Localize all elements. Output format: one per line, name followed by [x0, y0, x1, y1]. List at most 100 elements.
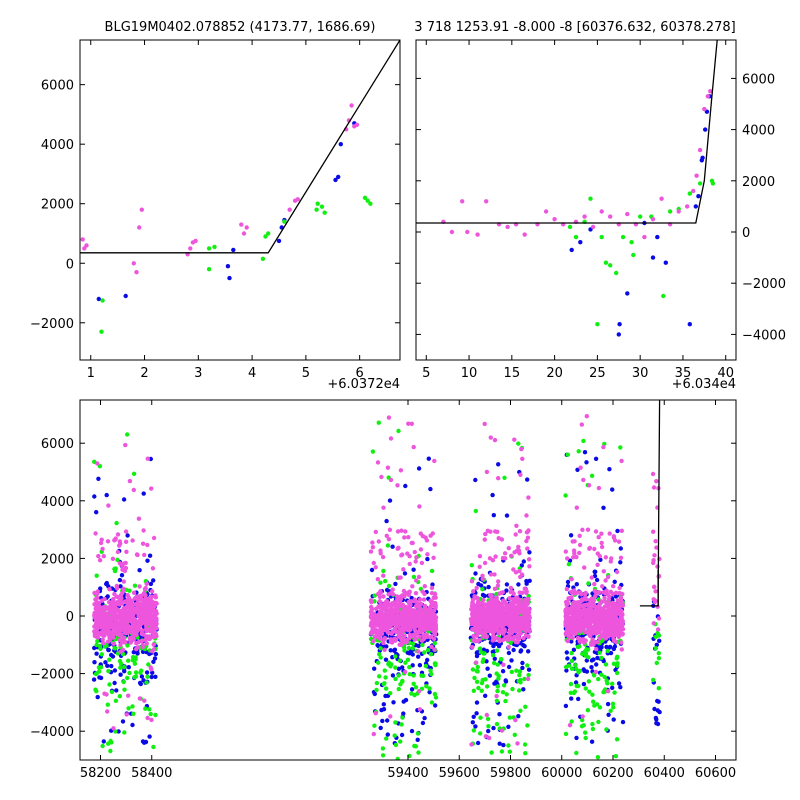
data-point-green	[687, 191, 692, 196]
data-point-green	[393, 665, 398, 670]
data-point-green	[581, 723, 586, 728]
data-point-pink	[153, 619, 159, 625]
data-point-pink	[659, 196, 664, 201]
data-point-green	[380, 746, 386, 751]
data-point-blue	[105, 663, 110, 668]
data-point-pink	[406, 624, 411, 629]
data-point-pink	[403, 604, 408, 610]
data-point-pink	[519, 446, 524, 452]
data-point-pink	[96, 610, 101, 615]
data-point-green	[412, 692, 417, 698]
data-point-pink	[97, 606, 102, 611]
data-point-blue	[385, 718, 390, 723]
data-point-green	[145, 674, 150, 679]
data-point-blue	[564, 668, 569, 673]
data-point-blue	[396, 666, 402, 671]
data-point-blue	[486, 584, 491, 590]
data-point-blue	[390, 673, 396, 678]
data-point-pink	[137, 696, 142, 701]
data-point-pink	[131, 261, 136, 266]
data-point-pink	[613, 590, 619, 595]
data-point-blue	[94, 510, 99, 515]
data-point-pink	[129, 624, 134, 630]
data-point-green	[125, 432, 130, 437]
data-point-pink	[134, 594, 140, 599]
data-point-blue	[430, 582, 435, 587]
data-point-pink	[499, 611, 504, 616]
data-point-pink	[616, 539, 622, 544]
data-point-green	[597, 705, 603, 710]
data-point-blue	[611, 646, 616, 652]
data-point-pink	[590, 224, 596, 230]
data-point-green	[386, 583, 392, 589]
data-point-green	[372, 593, 377, 598]
data-point-blue	[92, 494, 97, 499]
data-point-pink	[585, 621, 590, 626]
data-point-pink	[144, 641, 149, 646]
data-point-pink	[605, 623, 610, 628]
data-point-green	[569, 650, 574, 656]
data-point-pink	[595, 612, 600, 617]
data-point-pink	[619, 611, 625, 616]
data-point-pink	[414, 555, 419, 560]
y-tick-label: 2000	[41, 552, 74, 567]
data-point-blue	[383, 657, 389, 662]
data-point-pink	[124, 712, 129, 717]
data-point-pink	[134, 270, 139, 275]
data-point-pink	[119, 596, 124, 601]
data-point-pink	[477, 564, 482, 569]
data-point-blue	[522, 644, 527, 649]
data-point-pink	[612, 631, 617, 636]
data-point-pink	[153, 595, 158, 600]
data-point-blue	[94, 651, 99, 656]
data-point-green	[599, 234, 604, 240]
data-point-blue	[564, 650, 569, 655]
data-point-pink	[399, 637, 404, 642]
data-point-pink	[513, 570, 519, 575]
data-point-pink	[379, 631, 385, 636]
data-point-blue	[589, 658, 595, 663]
data-point-pink	[611, 534, 617, 539]
data-point-pink	[524, 590, 529, 596]
data-point-green	[596, 719, 601, 725]
data-point-blue	[616, 332, 621, 337]
data-point-pink	[396, 633, 401, 639]
data-point-green	[406, 645, 411, 651]
data-point-pink	[602, 595, 607, 601]
data-point-green	[594, 702, 600, 707]
data-point-pink	[487, 615, 493, 620]
data-point-green	[611, 661, 617, 666]
data-point-pink	[507, 596, 512, 601]
data-point-green	[469, 563, 474, 568]
data-point-pink	[397, 642, 402, 647]
panel-top-right-title: 3 718 1253.91 -8.000 -8 [60376.632, 6037…	[414, 20, 735, 35]
data-point-pink	[139, 638, 144, 644]
data-point-pink	[705, 94, 710, 99]
data-point-pink	[399, 528, 404, 533]
data-point-green	[651, 677, 656, 683]
data-point-green	[429, 700, 435, 705]
data-point-pink	[605, 615, 610, 621]
data-point-green	[587, 689, 592, 694]
data-point-pink	[499, 728, 505, 733]
data-point-green	[504, 692, 509, 697]
data-point-green	[376, 420, 381, 425]
data-point-pink	[407, 610, 413, 615]
data-point-green	[603, 260, 609, 265]
data-point-pink	[425, 624, 431, 629]
data-point-pink	[571, 609, 577, 615]
data-point-pink	[515, 633, 520, 639]
data-point-blue	[390, 544, 395, 549]
data-point-green	[132, 661, 138, 666]
data-point-pink	[577, 550, 582, 556]
data-point-pink	[150, 566, 156, 571]
data-point-pink	[593, 622, 598, 627]
data-point-blue	[654, 642, 659, 647]
data-point-green	[411, 574, 417, 580]
data-point-pink	[593, 669, 599, 675]
data-point-pink	[516, 544, 521, 550]
data-point-pink	[112, 604, 118, 609]
data-point-green	[381, 568, 386, 574]
data-point-blue	[652, 706, 657, 712]
data-point-green	[510, 686, 515, 692]
